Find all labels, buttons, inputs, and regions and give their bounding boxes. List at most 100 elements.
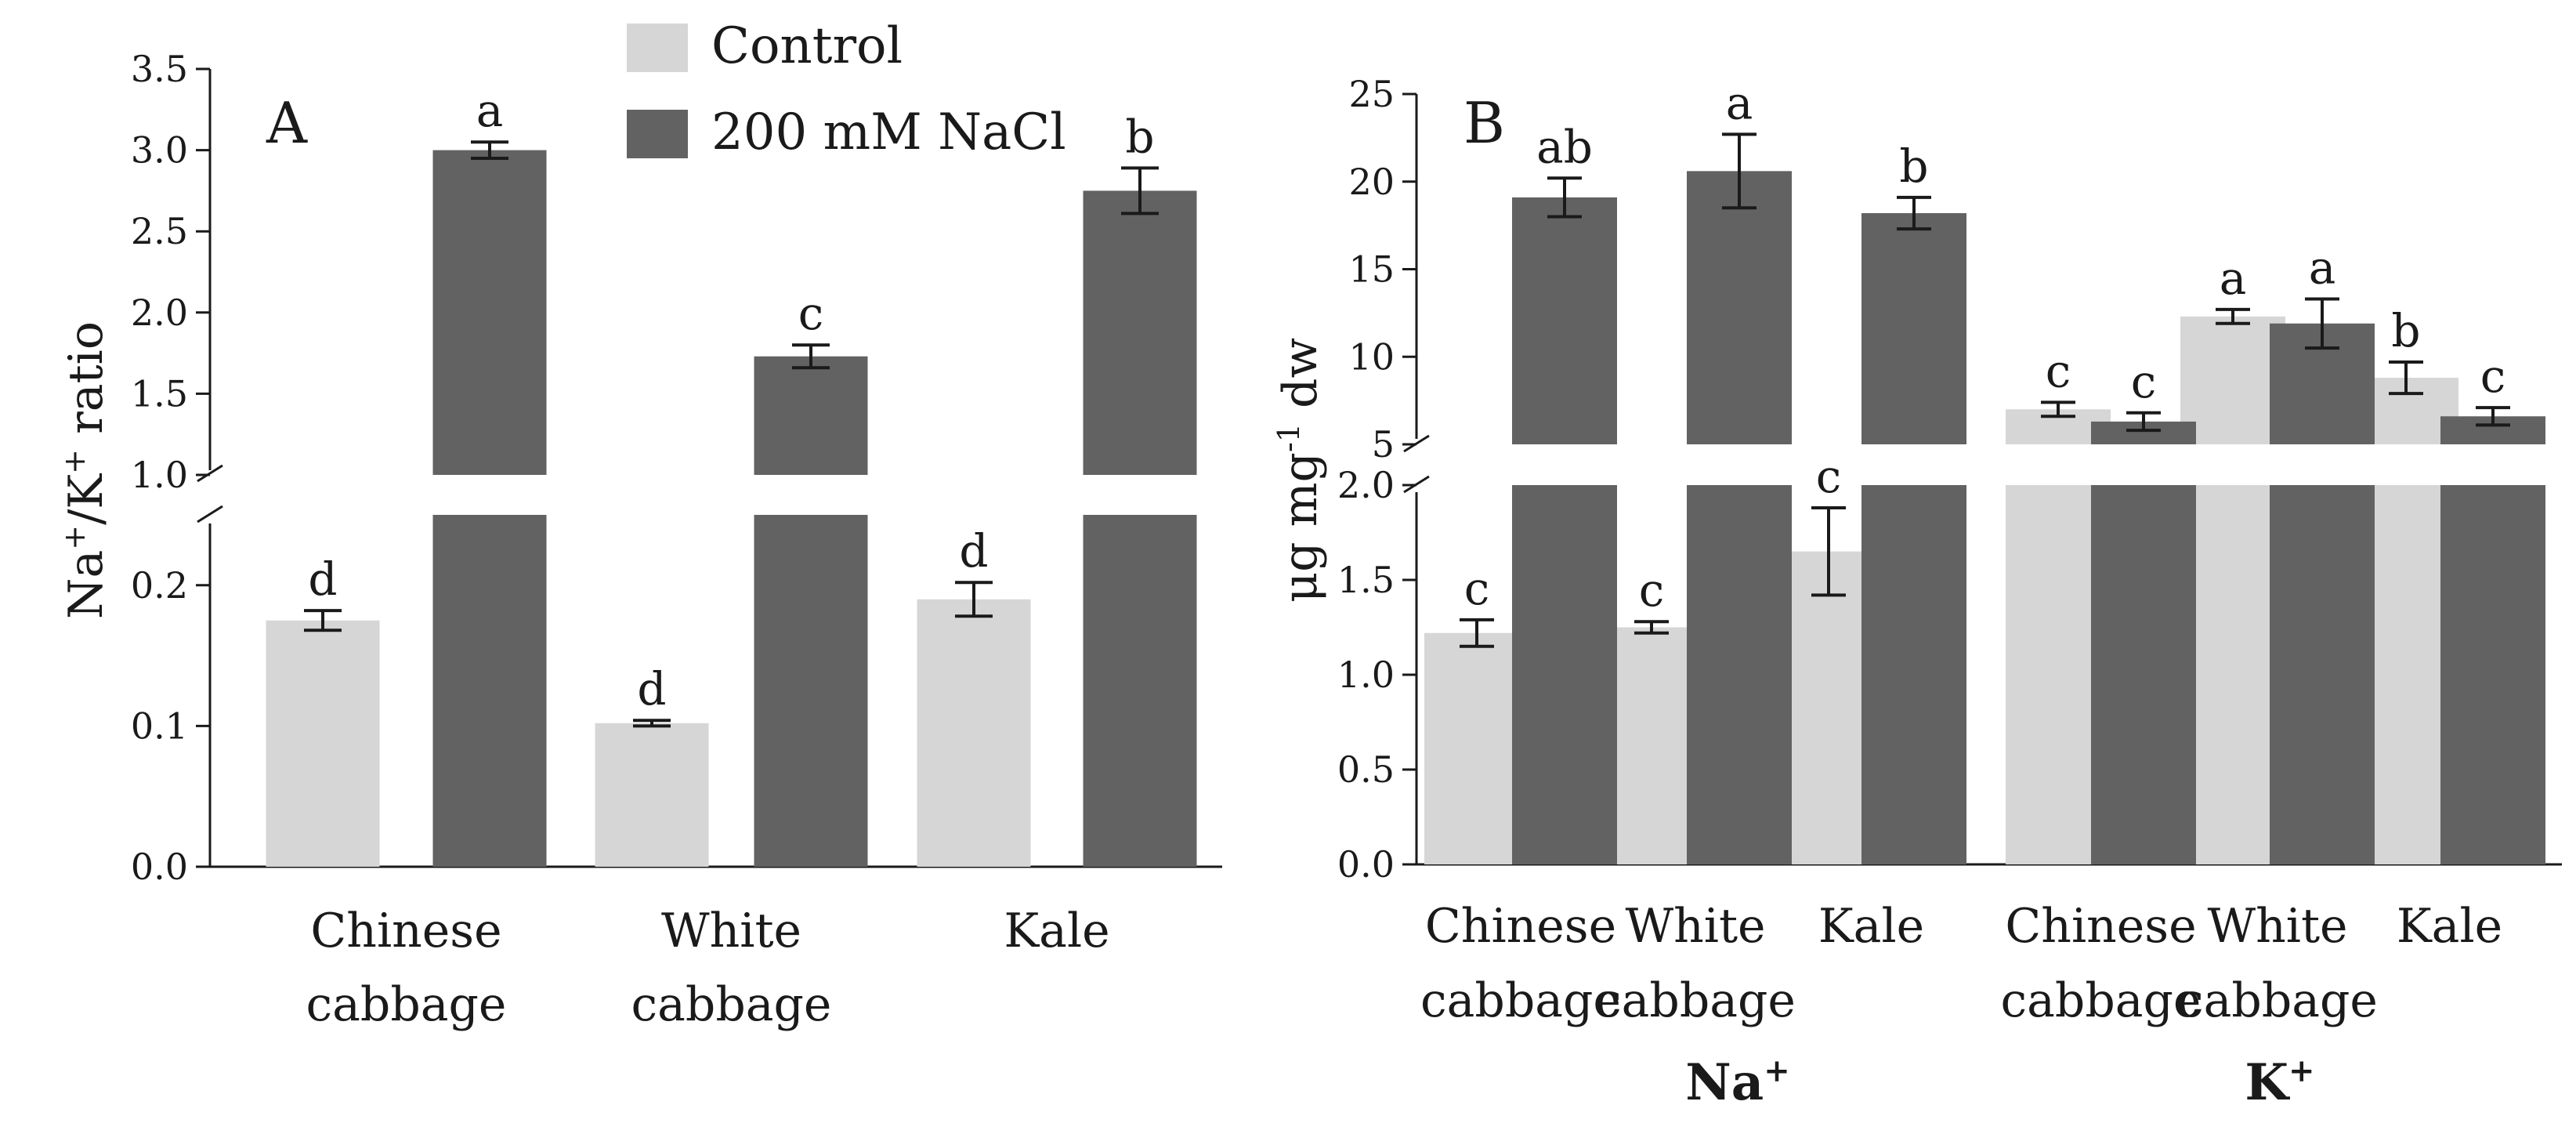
y-tick-label: 2.0 [131,292,188,334]
y-tick-label: 25 [1348,73,1395,115]
bar-lower-segment [2180,485,2285,864]
significance-letter: c [2046,344,2071,397]
y-axis-title-sup: -1 [1272,423,1306,452]
significance-letter: a [1726,76,1753,129]
y-tick-label: 3.0 [131,129,188,172]
y-tick-label: 2.0 [1337,464,1395,506]
x-category-label: Kale [2397,899,2502,954]
bar-lower-segment [432,515,547,867]
y-tick-label: 0.0 [131,846,188,888]
legend-swatch-nacl [627,110,688,158]
x-category-label: Chinese [1425,899,1616,954]
axis-break-mark [197,505,223,523]
bar [1424,632,1529,864]
x-category-label: cabbage [631,977,832,1032]
y-tick-label: 1.5 [1337,559,1395,601]
y-tick-label: 20 [1348,161,1395,203]
legend-swatch-control [627,24,688,72]
y-tick-label: 0.5 [1337,748,1395,791]
legend-label-nacl: 200 mM NaCl [711,103,1066,161]
ion-group-sup: + [1764,1052,1790,1089]
x-category-label: White [661,904,801,958]
significance-letter: c [2131,355,2156,408]
bar-lower-segment [1083,515,1197,867]
x-category-label: Chinese [2005,899,2196,954]
y-tick-label: 0.1 [131,705,188,747]
legend: Control 200 mM NaCl [627,17,1066,161]
y-tick-label: 0.0 [1337,843,1395,886]
bar-lower-segment [2091,485,2196,864]
significance-letter: c [1816,450,1841,503]
bar [2180,316,2285,444]
y-tick-label: 1.5 [131,372,188,415]
y-tick-label: 1.0 [131,454,188,496]
panel-a: 0.0 0.1 0.2 1.0 1.5 2.0 2.5 3.0 3.5 d d d a c b Chinese… [57,48,1222,1032]
y-axis-title: Na+/K+ ratio [57,321,114,619]
ion-group-label: Na+ [1685,1052,1789,1113]
x-category-label: Kale [1004,904,1109,958]
x-category-label: cabbage [2177,973,2378,1028]
legend-label-control: Control [711,17,903,75]
ion-group-name: Na [1685,1053,1764,1112]
y-axis-title: μg mg-1 dw [1272,338,1328,603]
y-axis-title-part: ratio [59,321,114,449]
x-category-label: cabbage [2001,973,2202,1028]
y-tick-label: 10 [1348,335,1395,378]
x-category-label: Chinese [310,904,501,958]
bar [595,723,709,867]
significance-letter: d [959,524,988,578]
significance-letter: b [1899,139,1928,193]
axis-break-mark [197,464,223,483]
significance-letter: c [1639,563,1664,617]
x-category-label: White [2207,899,2347,954]
significance-letter: c [2480,350,2505,403]
significance-letter: d [308,552,337,606]
y-tick-label: 2.5 [131,210,188,252]
significance-letter: ab [1536,120,1593,173]
significance-letter: b [2391,304,2420,357]
x-category-label: Kale [1818,899,1924,954]
panel-label: A [266,90,308,156]
bar [1512,197,1617,445]
significance-letter: a [476,84,504,137]
y-tick-label: 5 [1372,423,1395,466]
y-axis-title-sup: + [57,525,92,550]
bar [266,620,380,867]
bar-lower-segment [1861,485,1966,864]
ion-group-label: K+ [2245,1052,2314,1113]
y-axis-title-sup: + [57,449,92,474]
panel-label: B [1463,90,1505,156]
y-axis-title-part: μg mg [1273,452,1328,603]
bar-lower-segment [2270,485,2375,864]
y-tick-label: 15 [1348,248,1395,291]
y-tick-label: 0.2 [131,564,188,607]
significance-letter: d [637,662,666,715]
bar [917,599,1031,867]
bar-lower-segment [754,515,868,867]
ion-group-name: K [2245,1053,2290,1112]
y-axis-title-part: Na [59,550,114,619]
significance-letter: b [1125,110,1154,163]
bar-lower-segment [1687,485,1792,864]
significance-letter: a [2220,252,2247,305]
x-category-label: White [1625,899,1765,954]
significance-letter: a [2309,241,2336,294]
bar-lower-segment [1512,485,1617,864]
x-category-label: cabbage [1595,973,1796,1028]
bar [1687,171,1792,444]
x-category-label: cabbage [1420,973,1621,1028]
y-axis-title-part: dw [1273,338,1328,423]
bar [1861,212,1966,444]
y-tick-label: 3.5 [131,48,188,90]
bar [432,150,547,475]
significance-letter: c [1464,562,1489,615]
ion-group-sup: + [2288,1052,2315,1089]
bar [754,356,868,475]
significance-letter: c [798,287,823,340]
bar [1083,190,1197,475]
y-axis-title-part: /K [59,473,114,525]
bar-lower-segment [2440,485,2545,864]
x-category-label: cabbage [306,977,507,1032]
